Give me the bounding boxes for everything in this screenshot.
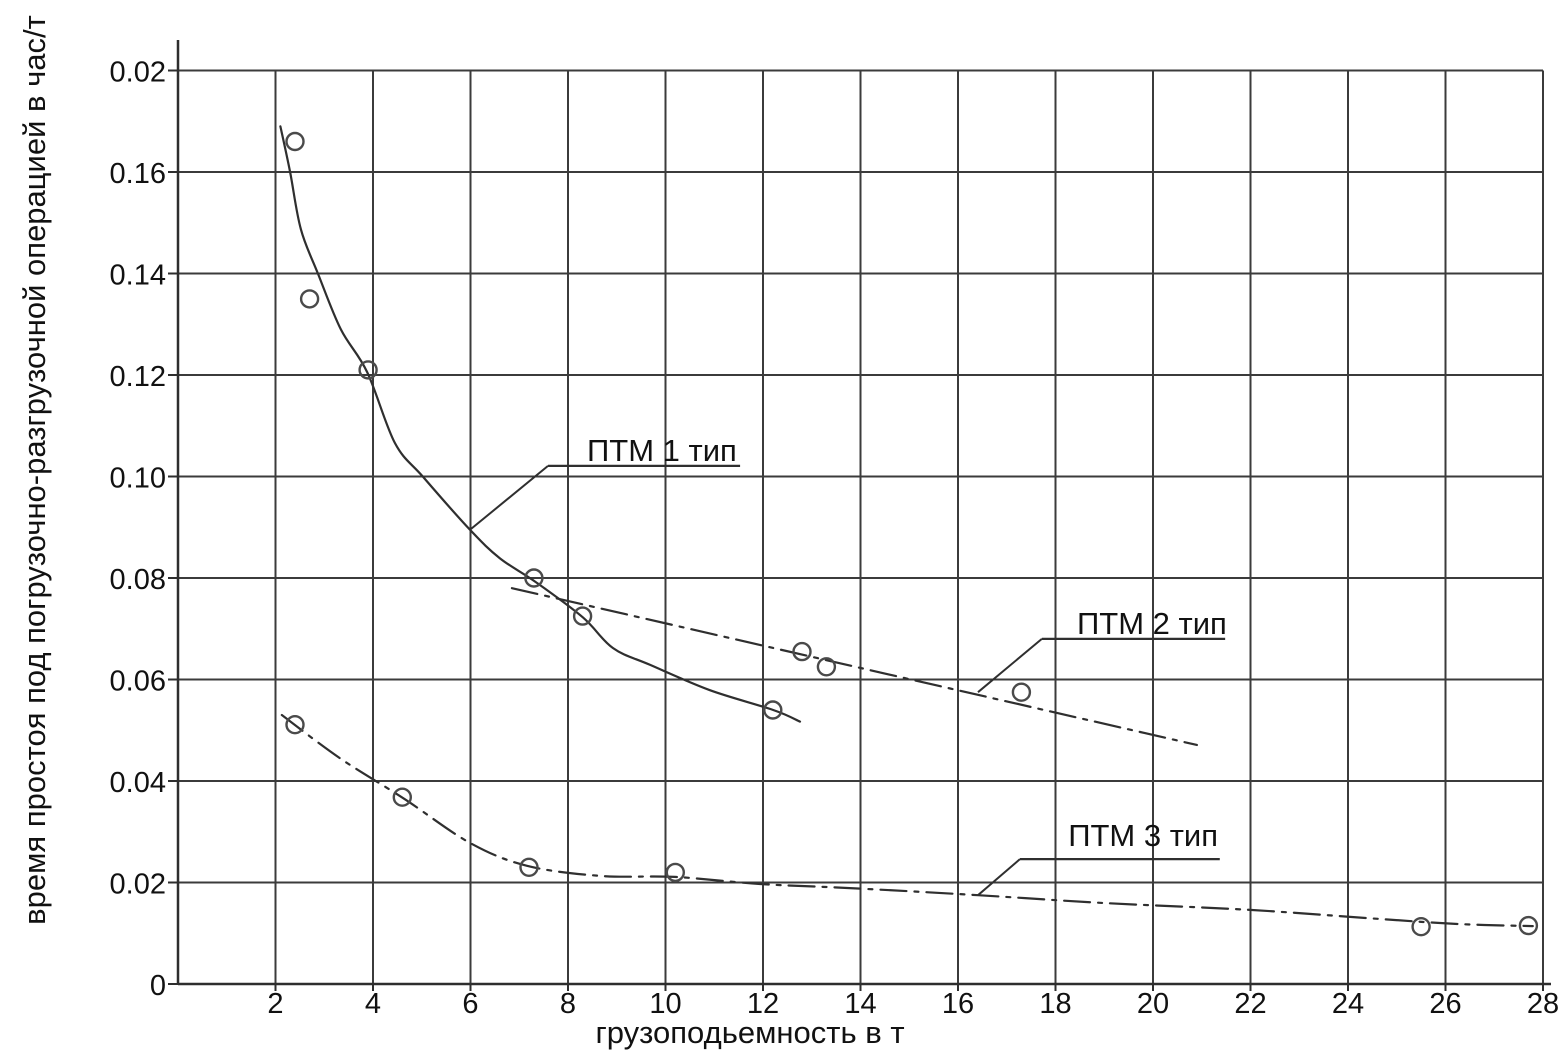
y-tick-label: 0.16 <box>110 158 166 190</box>
data-point <box>299 289 320 309</box>
data-point <box>285 131 305 152</box>
data-point <box>524 568 544 588</box>
x-tick-label: 8 <box>560 988 576 1020</box>
data-point <box>285 715 305 735</box>
y-tick-label: 0.04 <box>110 767 166 799</box>
grid <box>178 69 1544 984</box>
x-tick-label: 22 <box>1234 988 1266 1020</box>
y-tick-label: 0.14 <box>110 260 166 292</box>
series-label-leader-line <box>977 858 1021 896</box>
series-curve <box>279 125 802 723</box>
x-tick-label: 26 <box>1429 988 1461 1020</box>
x-tick-label: 2 <box>267 988 283 1020</box>
y-tick-label: 0.08 <box>110 564 166 596</box>
x-tick-label: 18 <box>1039 988 1071 1020</box>
y-tick-label: 0.02 <box>110 57 166 89</box>
x-tick-label: 6 <box>462 988 478 1020</box>
data-point <box>763 700 783 720</box>
x-tick-label: 16 <box>942 988 974 1020</box>
x-tick-label: 20 <box>1137 988 1169 1020</box>
y-axis-title: время простоя под погрузочно-разгрузочно… <box>17 15 52 925</box>
series-labels: ПТМ 1 тип ПТМ 2 тип ПТМ 3 тип <box>469 433 1227 896</box>
y-tick-label: 0.02 <box>110 869 166 901</box>
series-label-leader-line <box>469 465 549 531</box>
data-point <box>816 657 837 677</box>
data-point <box>392 787 412 807</box>
series-label: ПТМ 2 тип <box>1077 606 1227 641</box>
y-tick-label: 0 <box>150 970 166 1002</box>
series-label: ПТМ 3 тип <box>1068 818 1218 853</box>
data-point <box>572 606 593 626</box>
series-label: ПТМ 1 тип <box>587 433 737 468</box>
data-points <box>285 131 1539 937</box>
series-label-leader-line <box>977 638 1043 693</box>
data-point <box>1411 917 1431 937</box>
y-tick-label: 0.10 <box>110 463 166 495</box>
y-tick-label: 0.06 <box>110 666 166 698</box>
x-tick-label: 14 <box>844 988 876 1020</box>
x-axis-title: грузоподьемность в т <box>595 1015 904 1050</box>
x-tick-label: 24 <box>1332 988 1364 1020</box>
data-point <box>1011 682 1032 702</box>
data-point <box>358 360 378 380</box>
x-tick-label: 10 <box>649 988 681 1020</box>
data-point <box>792 641 812 662</box>
x-tick-label: 28 <box>1527 988 1559 1020</box>
y-tick-label: 0.12 <box>110 361 166 393</box>
x-tick-label: 12 <box>747 988 779 1020</box>
series-curves <box>279 125 1534 928</box>
data-point <box>519 857 539 877</box>
axes <box>168 40 1551 991</box>
data-point <box>665 862 685 883</box>
x-tick-label: 4 <box>365 988 381 1020</box>
data-point <box>1518 915 1539 936</box>
series-curve <box>280 713 1534 928</box>
series-curve <box>510 587 1198 747</box>
